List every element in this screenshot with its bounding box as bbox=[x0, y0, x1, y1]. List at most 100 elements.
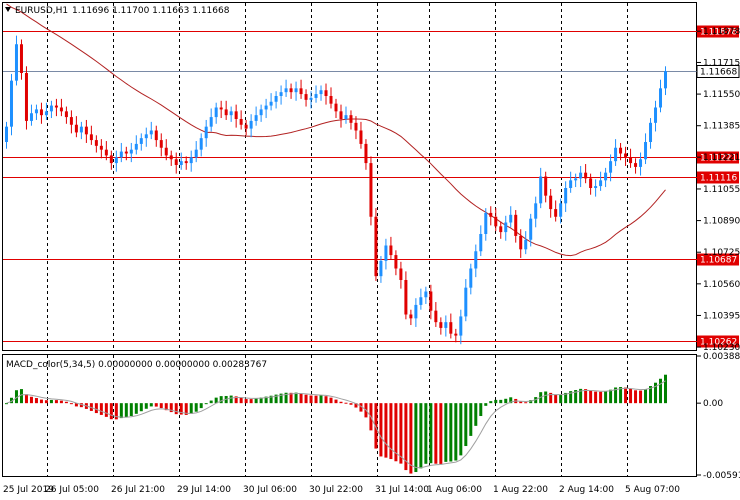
macd-bar bbox=[44, 400, 48, 404]
level-tag-label: 1.11878 bbox=[700, 28, 737, 38]
macd-bar bbox=[614, 387, 618, 404]
macd-bar bbox=[54, 400, 58, 404]
candle-body bbox=[524, 239, 528, 250]
candle-body bbox=[479, 234, 483, 252]
macd-bar bbox=[299, 393, 303, 404]
macd-bar bbox=[269, 395, 273, 404]
macd-bar bbox=[519, 401, 523, 404]
macd-bar bbox=[129, 403, 133, 416]
candle-body bbox=[569, 180, 573, 188]
chart-ohlc: 1.11696 1.11700 1.11663 1.11668 bbox=[72, 6, 230, 16]
macd-bar bbox=[209, 400, 213, 404]
macd-bar bbox=[434, 403, 438, 464]
level-tag bbox=[697, 25, 739, 38]
candle-body bbox=[224, 109, 228, 116]
macd-bar bbox=[204, 403, 208, 405]
level-tag bbox=[697, 171, 739, 184]
candle-body bbox=[494, 216, 498, 227]
candle-body bbox=[219, 107, 223, 110]
candle-body bbox=[444, 322, 448, 328]
candle-body bbox=[429, 291, 433, 311]
macd-bar bbox=[124, 403, 128, 418]
candle-body bbox=[324, 90, 328, 96]
candle-body bbox=[414, 304, 418, 319]
time-label: 30 Jul 06:00 bbox=[243, 485, 297, 495]
macd-bar bbox=[194, 403, 198, 412]
macd-bar bbox=[584, 389, 588, 404]
macd-bar bbox=[494, 399, 498, 404]
macd-bar bbox=[379, 403, 383, 457]
candle-body bbox=[169, 155, 173, 160]
macd-bar bbox=[319, 395, 323, 404]
candle-body bbox=[624, 153, 628, 158]
candle-body bbox=[404, 280, 408, 315]
candle-body bbox=[229, 111, 233, 116]
candle-body bbox=[579, 172, 583, 179]
candle-body bbox=[294, 88, 298, 93]
candle-body bbox=[339, 111, 343, 119]
macd-bar bbox=[39, 399, 43, 404]
macd-bar bbox=[649, 386, 653, 404]
macd-axis: 0.0038801 0.00 -0.005911 bbox=[697, 352, 740, 481]
macd-bar bbox=[199, 403, 203, 409]
macd-bar bbox=[404, 403, 408, 471]
macd-bar bbox=[454, 403, 458, 461]
candle-body bbox=[99, 145, 103, 150]
candle-body bbox=[94, 140, 98, 146]
candle-body bbox=[34, 109, 38, 114]
candle-body bbox=[194, 149, 198, 158]
macd-bar bbox=[619, 387, 623, 404]
ma-line bbox=[6, 3, 666, 257]
macd-bar bbox=[449, 403, 453, 462]
macd-bar bbox=[214, 397, 218, 404]
time-label: 30 Jul 22:00 bbox=[309, 485, 363, 495]
macd-bar bbox=[24, 394, 28, 404]
candle-body bbox=[564, 188, 568, 204]
candle-body bbox=[124, 151, 128, 154]
macd-bar bbox=[509, 397, 513, 404]
macd-bar bbox=[374, 403, 378, 449]
candle-body bbox=[519, 235, 523, 250]
macd-bar bbox=[354, 403, 358, 408]
macd-bar bbox=[574, 389, 578, 404]
macd-bar bbox=[119, 403, 123, 419]
candle-body bbox=[149, 130, 153, 135]
price-tick-label: 1.11878 bbox=[703, 27, 740, 37]
macd-bar bbox=[604, 391, 608, 404]
candle-body bbox=[319, 90, 323, 95]
macd-bar bbox=[409, 403, 413, 474]
macd-bar bbox=[154, 403, 158, 407]
candle-body bbox=[434, 310, 438, 323]
price-tick-label: 1.10890 bbox=[703, 217, 740, 227]
macd-bar bbox=[74, 403, 78, 407]
candle-body bbox=[449, 322, 453, 334]
candle-body bbox=[329, 96, 333, 104]
macd-bar bbox=[544, 391, 548, 404]
macd-bar bbox=[569, 391, 573, 404]
candle-body bbox=[664, 71, 668, 89]
macd-bar bbox=[149, 403, 153, 407]
macd-bar bbox=[184, 403, 188, 415]
macd-bar bbox=[439, 403, 443, 464]
moving-average bbox=[6, 3, 666, 257]
price-tick-label: 1.11055 bbox=[703, 185, 740, 195]
macd-bar bbox=[139, 403, 143, 412]
macd-bar bbox=[399, 403, 403, 464]
macd-bar bbox=[134, 403, 138, 414]
macd-bar bbox=[49, 399, 53, 404]
macd-bar bbox=[64, 401, 68, 404]
candle-body bbox=[499, 226, 503, 233]
price-tick-label: 1.10230 bbox=[703, 343, 740, 353]
candle-body bbox=[279, 92, 283, 96]
macd-bar bbox=[264, 396, 268, 404]
macd-bar bbox=[174, 403, 178, 415]
collapse-arrow-icon[interactable] bbox=[5, 7, 11, 12]
level-tag-label: 1.10262 bbox=[700, 338, 737, 348]
macd-bar bbox=[419, 403, 423, 469]
candle-body bbox=[189, 157, 193, 164]
macd-bar bbox=[549, 392, 553, 404]
level-tag-label: 1.11221 bbox=[700, 154, 737, 164]
candle-body bbox=[184, 161, 188, 164]
macd-bar bbox=[259, 397, 263, 404]
